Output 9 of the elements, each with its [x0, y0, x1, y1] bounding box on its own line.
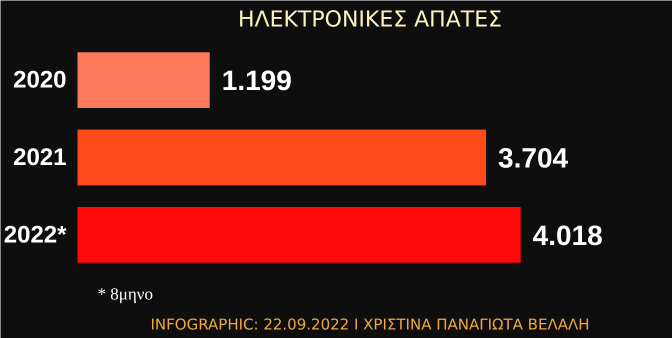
data-label: 4.018: [532, 220, 603, 251]
data-label: 3.704: [498, 142, 569, 174]
y-tick-label: 2021: [13, 144, 66, 171]
chart-title: ΗΛΕΚΤΡΟΝΙΚΕΣ ΑΠΑΤΕΣ: [238, 8, 502, 32]
y-tick-label: 2022*: [4, 221, 68, 248]
text: INFOGRAPHIC: 22.09.2022 Ι ΧΡΙΣΤΙΝΑ ΠΑΝΑΓΙΩΤΑ ΒΕΛΑΛΗ: [150, 316, 590, 334]
text: * 8μηνο: [98, 284, 153, 304]
data-label: 1.199: [222, 65, 292, 96]
y-tick-label: 2020: [13, 66, 66, 94]
